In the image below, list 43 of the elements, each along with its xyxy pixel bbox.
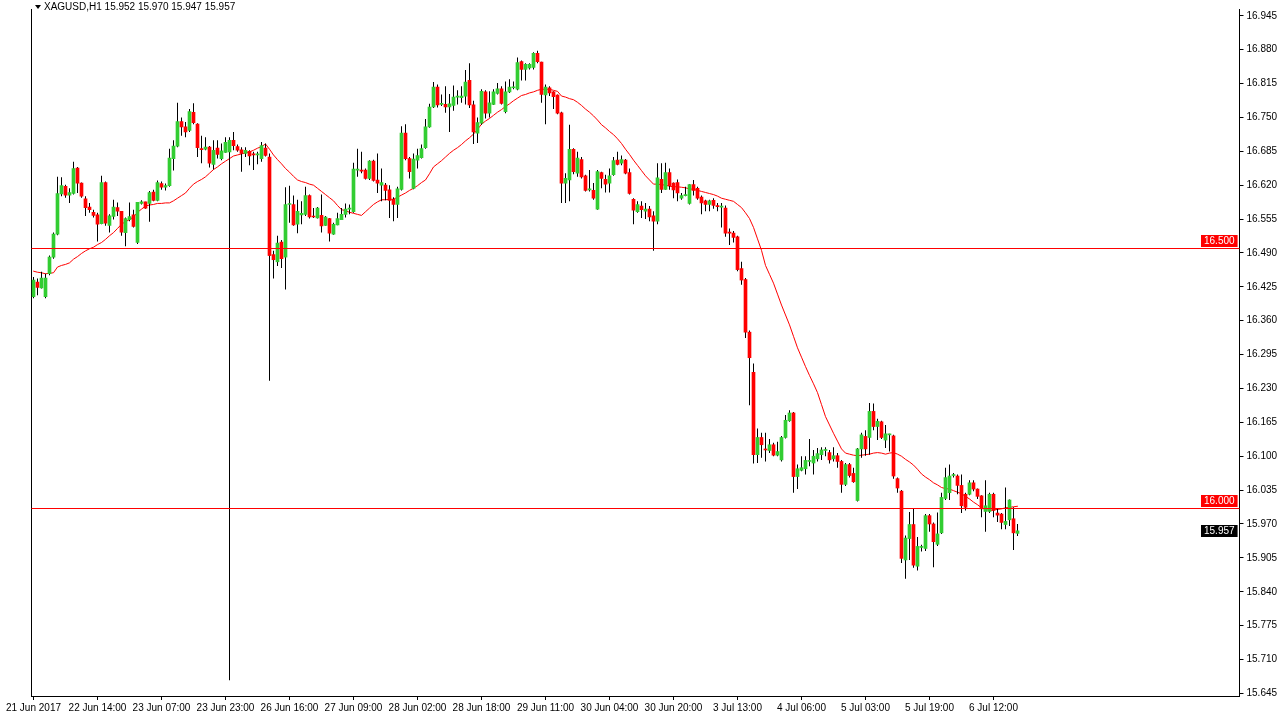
y-tick-label: 16.750 [1246,111,1278,123]
chart-title: XAGUSD,H1 15.952 15.970 15.947 15.957 [44,1,236,13]
x-tick-label: 30 Jun 20:00 [644,701,703,713]
y-tick-label: 16.815 [1246,77,1278,89]
x-tick-label: 23 Jun 23:00 [196,701,255,713]
x-tick-label: 23 Jun 07:00 [132,701,191,713]
x-tick-label: 27 Jun 09:00 [324,701,383,713]
x-tick-label: 29 Jun 11:00 [516,701,575,713]
y-tick-label: 16.620 [1246,178,1278,190]
x-tick-label: 30 Jun 04:00 [580,701,639,713]
x-tick-label: 6 Jul 12:00 [969,701,1019,713]
y-tick-label: 16.100 [1246,449,1278,461]
y-tick-label: 16.555 [1246,212,1278,224]
y-tick-label: 16.490 [1246,246,1278,258]
y-tick-label: 16.230 [1246,382,1278,394]
ref-line-label: 16.000 [1204,494,1236,506]
x-tick-label: 28 Jun 18:00 [452,701,511,713]
y-tick-label: 16.035 [1246,483,1278,495]
y-tick-label: 16.685 [1246,145,1278,157]
annotation: 15.957 [1204,524,1236,536]
y-tick-label: 15.970 [1246,517,1278,529]
ref-line-label: 16.500 [1204,234,1236,246]
x-tick-label: 21 Jun 2017 [5,701,62,713]
y-tick-label: 16.425 [1246,280,1278,292]
y-tick-label: 16.165 [1246,416,1278,428]
y-tick-label: 16.945 [1246,9,1278,21]
x-tick-label: 4 Jul 06:00 [777,701,827,713]
candlestick [439,94,444,106]
x-tick-label: 5 Jul 19:00 [905,701,955,713]
y-tick-label: 16.880 [1246,43,1278,55]
y-tick-label: 15.840 [1246,585,1278,597]
x-tick-label: 28 Jun 02:00 [388,701,447,713]
y-tick-label: 15.905 [1246,551,1278,563]
y-tick-label: 15.710 [1246,653,1278,665]
x-tick-label: 26 Jun 16:00 [260,701,319,713]
candlestick [807,439,812,467]
x-tick-label: 5 Jul 03:00 [841,701,891,713]
y-tick-label: 15.645 [1246,687,1278,699]
y-tick-label: 15.775 [1246,619,1278,631]
y-tick-label: 16.295 [1246,348,1278,360]
x-tick-label: 22 Jun 14:00 [68,701,127,713]
y-tick-label: 16.360 [1246,314,1278,326]
x-tick-label: 3 Jul 13:00 [713,701,763,713]
